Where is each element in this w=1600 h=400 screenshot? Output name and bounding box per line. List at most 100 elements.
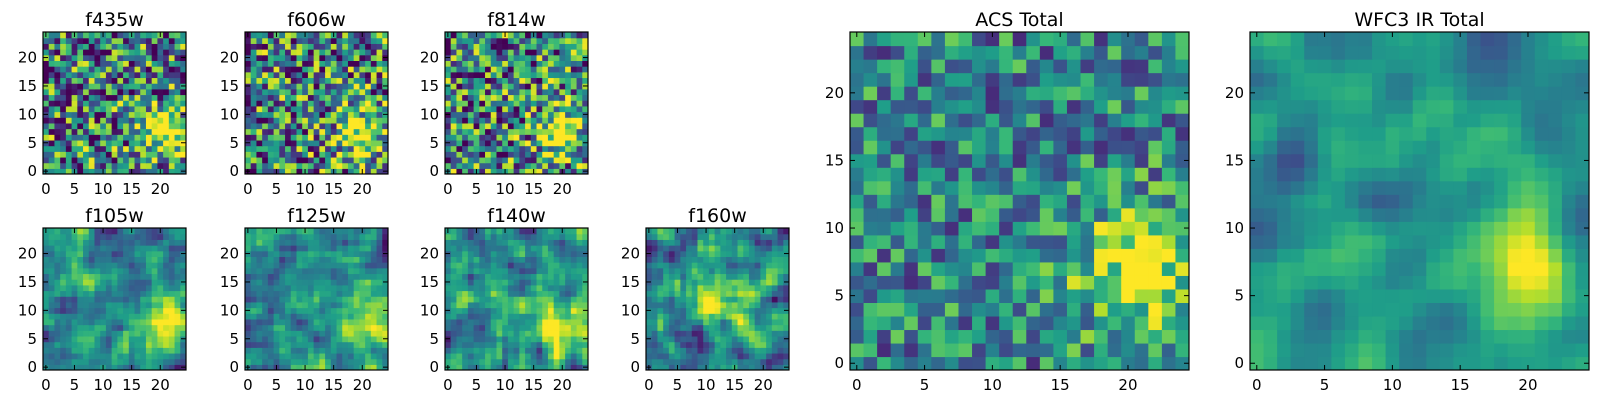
heatmap-cell <box>65 262 73 269</box>
heatmap-cell <box>168 156 176 164</box>
heatmap-cell <box>94 71 101 79</box>
heatmap-cell <box>250 341 258 348</box>
heatmap-cell <box>365 105 372 113</box>
heatmap-cell <box>262 117 269 124</box>
heatmap-cell <box>657 284 664 292</box>
heatmap-cell <box>336 105 343 113</box>
heatmap-cell <box>525 324 532 331</box>
heatmap-cell <box>674 347 681 354</box>
heatmap-cell <box>250 37 258 44</box>
heatmap-cell <box>365 66 372 73</box>
heatmap-cell <box>502 313 509 320</box>
heatmap-cell <box>513 279 520 286</box>
heatmap-cell <box>496 256 503 263</box>
heatmap-cell <box>128 128 136 135</box>
heatmap-cell <box>302 335 309 343</box>
heatmap-cell <box>370 32 378 39</box>
heatmap-cell <box>336 267 343 275</box>
heatmap-cell <box>365 239 372 246</box>
heatmap-cell <box>731 250 739 257</box>
heatmap-cell <box>330 134 338 141</box>
heatmap-cell <box>256 111 263 118</box>
heatmap-cell <box>43 71 50 79</box>
heatmap-cell <box>697 273 704 280</box>
heatmap-cell <box>250 122 258 130</box>
heatmap-cell <box>157 284 164 292</box>
heatmap-cell <box>273 151 280 158</box>
heatmap-cell <box>456 94 463 101</box>
heatmap-cell <box>565 77 572 84</box>
heatmap-cell <box>771 262 779 269</box>
heatmap-cell <box>496 162 503 169</box>
heatmap-cell <box>273 88 280 96</box>
heatmap-cell <box>60 156 67 164</box>
heatmap-cell <box>576 37 583 44</box>
heatmap-cell <box>502 117 509 124</box>
heatmap-cell <box>250 279 258 286</box>
heatmap-cell <box>674 290 681 297</box>
heatmap-cell <box>1094 275 1109 290</box>
heatmap-cell <box>1134 194 1149 209</box>
heatmap-cell <box>547 105 555 113</box>
heatmap-cell <box>502 233 509 240</box>
heatmap-cell <box>657 364 664 370</box>
heatmap-cell <box>285 168 292 174</box>
heatmap-cell <box>163 358 170 365</box>
heatmap-cell <box>760 358 767 365</box>
heatmap-cell <box>48 94 56 101</box>
heatmap-cell <box>105 267 113 275</box>
heatmap-cell <box>1026 153 1041 168</box>
heatmap-cell <box>743 233 750 240</box>
heatmap-cell <box>128 267 136 275</box>
heatmap-cell <box>145 94 153 101</box>
heatmap-cell <box>94 335 101 343</box>
heatmap-cell <box>462 245 469 252</box>
heatmap-cell <box>43 358 50 365</box>
heatmap-cell <box>697 233 704 240</box>
heatmap-cell <box>151 49 158 56</box>
heatmap-cell <box>382 162 388 169</box>
heatmap-cell <box>128 256 136 263</box>
heatmap-cell <box>273 358 280 365</box>
heatmap-cell <box>140 54 147 61</box>
heatmap-cell <box>262 228 269 235</box>
heatmap-cell <box>1175 329 1189 344</box>
heatmap-cell <box>547 88 555 96</box>
heatmap-cell <box>542 117 549 124</box>
heatmap-cell <box>163 256 170 263</box>
heatmap-cell <box>370 256 378 263</box>
heatmap-cell <box>290 307 298 314</box>
heatmap-cell <box>168 162 176 169</box>
heatmap-cell <box>726 290 733 297</box>
heatmap-cell <box>77 100 84 107</box>
heatmap-cell <box>507 54 515 61</box>
heatmap-cell <box>157 267 164 275</box>
heatmap-cell <box>54 105 61 113</box>
heatmap-cell <box>65 313 73 320</box>
heatmap-cell <box>507 83 515 90</box>
heatmap-cell <box>1094 207 1109 222</box>
heatmap-cell <box>48 262 56 269</box>
heatmap-cell <box>145 66 153 73</box>
heatmap-cell <box>134 94 141 101</box>
heatmap-cell <box>83 318 90 326</box>
heatmap-cell <box>290 105 298 113</box>
heatmap-cell <box>663 239 670 246</box>
heatmap-cell <box>325 49 332 56</box>
heatmap-cell <box>157 335 164 343</box>
heatmap-cell <box>674 335 681 343</box>
heatmap-cell <box>473 256 480 263</box>
heatmap-cell <box>267 43 275 50</box>
heatmap-cell <box>54 66 61 73</box>
heatmap-cell <box>714 279 721 286</box>
heatmap-cell <box>985 275 1000 290</box>
heatmap-cell <box>307 122 315 130</box>
heatmap-cell <box>507 43 515 50</box>
heatmap-cell <box>163 66 170 73</box>
heatmap-cell <box>262 341 269 348</box>
heatmap-cell <box>359 284 366 292</box>
heatmap-cell <box>708 284 716 292</box>
heatmap-cell <box>88 228 96 235</box>
heatmap-cell <box>307 49 315 56</box>
heatmap-cell <box>547 94 555 101</box>
